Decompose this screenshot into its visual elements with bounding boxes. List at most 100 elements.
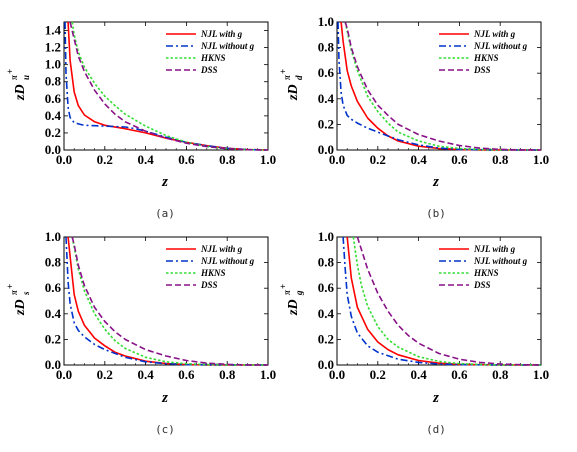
- y-axis-label-sup: π: [282, 289, 292, 295]
- y-axis-label-supsup: +: [278, 284, 288, 289]
- y-axis-label-sub: s: [21, 291, 31, 296]
- y-axis-label-supsup: +: [5, 69, 15, 74]
- legend-entry: DSS: [473, 65, 491, 75]
- series-line-hkns: [344, 21, 541, 151]
- y-tick-label: 0.8: [45, 74, 62, 89]
- series-line-dss: [71, 236, 268, 366]
- series-line-hkns: [352, 236, 541, 366]
- x-tick-label: 0.4: [137, 367, 154, 382]
- y-tick-label: 0.6: [45, 91, 62, 106]
- legend-entry: DSS: [200, 65, 218, 75]
- chart-panel-c: 0.0 0.2 0.4 0.6 0.8 1.0 0.0 0.2 0.4 0.6 0.8 1.0 NJL …: [5, 229, 276, 436]
- x-tick-label: 0.8: [492, 152, 509, 167]
- x-tick-label: 0.0: [56, 367, 72, 382]
- y-tick-label: 0.4: [45, 108, 62, 123]
- x-tick-label: 0.4: [137, 152, 154, 167]
- x-tick-label: 1.0: [533, 367, 549, 382]
- series-line-njl-without-g: [65, 236, 268, 366]
- series-line-njl-without-g: [342, 236, 541, 366]
- x-tick-label: 0.6: [451, 367, 468, 382]
- y-axis-label-sup: π: [282, 74, 292, 80]
- y-tick-label: 1.4: [45, 23, 62, 38]
- panel-caption: (b): [426, 207, 446, 220]
- y-tick-label: 0.4: [318, 91, 335, 106]
- chart-panel-a: 0.0 0.2 0.4 0.6 0.8 1.0 0.0 0.2 0.4 0.6 0.8 1.0 1.2 1…: [5, 21, 276, 220]
- x-axis-label: z: [161, 390, 168, 406]
- y-tick-label: 0.0: [318, 142, 334, 157]
- y-axis-label: zD π+ d: [278, 69, 304, 101]
- legend-entry: NJL with g: [200, 29, 243, 39]
- series-line-hkns: [71, 236, 268, 366]
- y-axis-label-base: zD: [13, 84, 28, 101]
- legend-entry: DSS: [200, 280, 218, 290]
- x-tick-label: 0.4: [410, 152, 427, 167]
- series-line-dss: [69, 21, 268, 151]
- y-tick-label: 0.2: [45, 125, 61, 140]
- y-tick-label: 0.2: [318, 331, 334, 346]
- y-axis-label: zD π+ g: [278, 284, 304, 316]
- y-axis-label-sub: u: [21, 75, 31, 80]
- panel-caption: (d): [426, 423, 446, 436]
- y-axis-label-base: zD: [13, 299, 28, 316]
- y-tick-label: 0.4: [45, 306, 62, 321]
- y-tick-label: 0.6: [318, 280, 335, 295]
- panel-caption: (c): [155, 423, 175, 436]
- legend-entry: NJL with g: [200, 244, 243, 254]
- x-tick-label: 0.6: [178, 367, 195, 382]
- y-tick-label: 0.6: [318, 65, 335, 80]
- y-tick-label: 1.2: [45, 40, 61, 55]
- y-axis-label: zD π+ u: [5, 69, 31, 101]
- y-axis-label-base: zD: [286, 84, 301, 101]
- y-tick-label: 0.8: [45, 255, 62, 270]
- y-tick-label: 1.0: [45, 229, 61, 244]
- y-axis-label-supsup: +: [278, 69, 288, 74]
- x-tick-label: 0.8: [492, 367, 509, 382]
- y-tick-label: 0.2: [318, 116, 334, 131]
- panel-caption: (a): [155, 207, 175, 220]
- y-tick-label: 0.8: [318, 255, 335, 270]
- y-axis-label-sup: π: [9, 74, 19, 80]
- x-tick-label: 0.8: [219, 367, 236, 382]
- y-axis-label-sub: d: [294, 75, 304, 80]
- x-tick-label: 1.0: [260, 367, 276, 382]
- legend-entry: HKNS: [473, 53, 499, 63]
- x-tick-label: 0.8: [219, 152, 236, 167]
- x-tick-label: 0.6: [451, 152, 468, 167]
- legend-entry: NJL without g: [473, 41, 528, 51]
- y-axis-label-supsup: +: [5, 284, 15, 289]
- series-line-njl-without-g: [337, 21, 541, 151]
- y-axis-label-sup: π: [9, 289, 19, 295]
- y-tick-label: 1.0: [318, 229, 334, 244]
- legend-entry: NJL without g: [473, 256, 528, 266]
- y-axis-label: zD π+ s: [5, 284, 31, 316]
- legend-entry: DSS: [473, 280, 491, 290]
- x-tick-label: 0.2: [370, 152, 386, 167]
- y-axis-label-sub: g: [294, 290, 304, 296]
- legend-entry: HKNS: [473, 268, 499, 278]
- x-tick-label: 0.0: [329, 152, 345, 167]
- x-axis-label: z: [161, 174, 168, 190]
- y-tick-label: 0.0: [45, 357, 61, 372]
- chart-panel-d: 0.0 0.2 0.4 0.6 0.8 1.0 0.0 0.2 0.4 0.6 0.8 1.0 NJL …: [278, 229, 549, 436]
- x-tick-label: 0.0: [56, 152, 72, 167]
- y-tick-label: 0.2: [45, 331, 61, 346]
- x-tick-label: 0.2: [370, 367, 386, 382]
- x-tick-label: 0.2: [97, 367, 113, 382]
- legend-entry: HKNS: [200, 268, 226, 278]
- y-axis-label-base: zD: [286, 299, 301, 316]
- x-tick-label: 0.4: [410, 367, 427, 382]
- x-axis-label: z: [432, 174, 439, 190]
- series-line-dss: [356, 236, 541, 366]
- y-tick-label: 0.8: [318, 40, 335, 55]
- y-tick-label: 0.4: [318, 306, 335, 321]
- x-tick-label: 1.0: [533, 152, 549, 167]
- y-tick-label: 1.0: [45, 57, 61, 72]
- y-tick-label: 1.0: [318, 14, 334, 29]
- legend-entry: NJL without g: [200, 256, 255, 266]
- legend-entry: NJL without g: [200, 41, 255, 51]
- x-tick-label: 0.6: [178, 152, 195, 167]
- y-tick-label: 0.0: [45, 142, 61, 157]
- x-tick-label: 0.2: [97, 152, 113, 167]
- x-tick-label: 0.0: [329, 367, 345, 382]
